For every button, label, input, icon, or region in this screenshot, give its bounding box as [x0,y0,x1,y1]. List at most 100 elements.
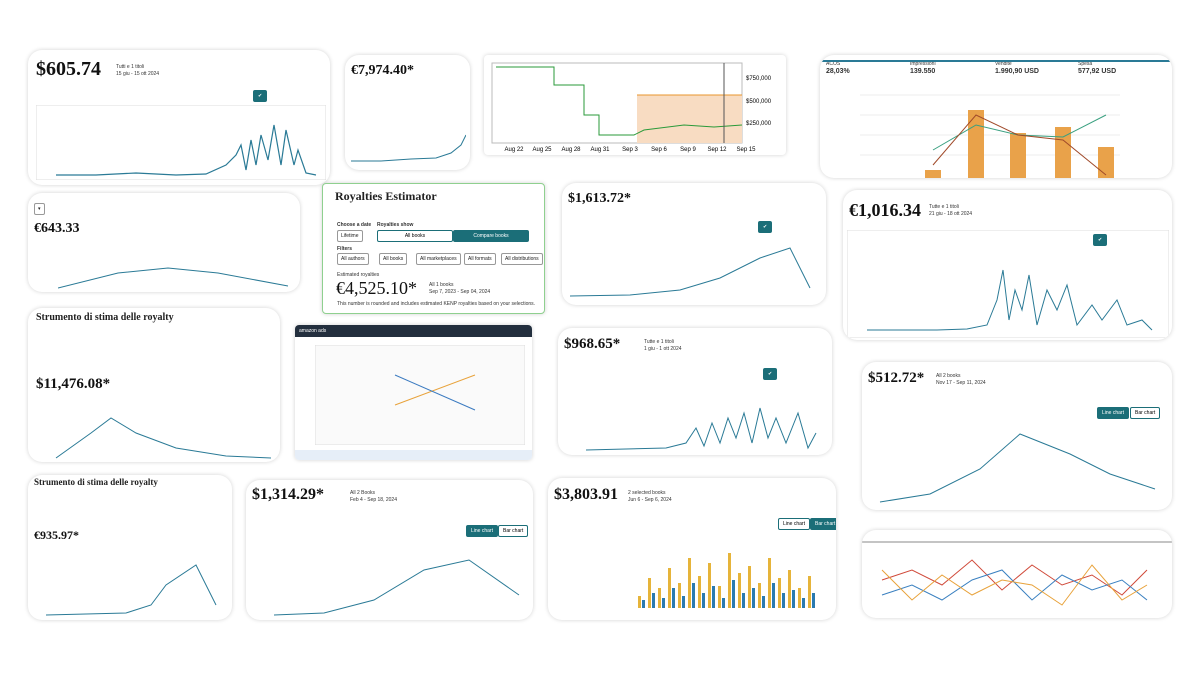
books: All 1 books [429,282,454,288]
tile: Aug 22 Aug 25 Aug 28 Aug 31 Sep 3 Sep 6 … [484,55,786,155]
x-label: Sep 3 [622,147,638,153]
books: All 2 books [936,373,961,379]
title: Strumento di stima delle royalty [36,312,174,323]
chart [55,417,272,459]
button[interactable]: ✔ [1093,234,1108,246]
chart [879,433,1156,503]
range: Sep 7, 2023 - Sep 04, 2024 [429,289,491,295]
range: 1 giu - 1 ott 2024 [644,346,682,352]
header [295,325,532,337]
toggle[interactable]: Compare books [453,230,529,242]
range: 21 giu - 18 ott 2024 [929,211,973,217]
label: Royalties show [377,222,414,228]
books: 2 selected books [628,490,666,496]
toggle[interactable]: Bar chart [1130,407,1161,419]
metric-name: ACOS [826,61,841,67]
x-label: Aug 22 [504,147,524,153]
tile: Strumento di stima delle royalty €935.97… [28,475,232,620]
value: $11,476.08* [36,376,111,392]
chart: Aug 22 Aug 25 Aug 28 Aug 31 Sep 3 Sep 6 … [491,62,772,153]
toggle[interactable]: Bar chart [810,518,836,530]
x-label: Sep 12 [707,147,727,153]
x-label: Sep 9 [680,147,696,153]
y-label: $500,000 [746,99,772,105]
button[interactable]: ✔ [763,368,778,380]
x-label: Aug 31 [590,147,610,153]
tile: $1,613.72* ✔ [562,183,826,305]
range: Nov 17 - Sep 11, 2024 [936,380,986,386]
tile: Royalties Estimator Choose a date Royalt… [322,183,545,314]
chart [273,559,520,616]
button[interactable]: ✔ [253,90,268,102]
value: $3,803.91 [554,486,618,503]
filter[interactable]: All authors [337,253,369,265]
value: $1,613.72* [568,191,631,206]
x-labels: Aug 22 Aug 25 Aug 28 Aug 31 Sep 3 Sep 6 … [504,147,756,153]
x-label: Aug 25 [532,147,552,153]
tile: $605.74 Tutti e 1 titoli 15 giu - 15 ott… [28,50,330,185]
tile: Strumento di stima delle royalty $11,476… [28,308,280,462]
chart [862,541,1172,606]
chart [847,230,1169,338]
tile: €7,974.40* [345,55,470,170]
chart [45,564,217,616]
filter[interactable]: All books [379,253,408,265]
y-label: $750,000 [746,76,772,82]
range: Feb 4 - Sep 18, 2024 [350,497,397,503]
title: Royalties Estimator [335,189,437,203]
metric-value: 139.550 [910,68,936,75]
chart [315,345,525,445]
value: €935.97* [34,528,79,542]
filter[interactable]: All formats [464,253,496,265]
range: Jun 6 - Sep 6, 2024 [628,497,672,503]
books: Tutte e 1 titoli [929,204,959,210]
metric-name: Impressioni [910,61,936,67]
toggle[interactable]: Bar chart [498,525,529,537]
label: Filters [337,246,353,252]
value: €643.33 [34,221,80,236]
chart [36,105,326,180]
tile [862,530,1172,618]
tile: €1,016.34 Tutte e 1 titoli 21 giu - 18 o… [843,190,1172,340]
toggle[interactable]: All books [377,230,453,242]
value: $968.65* [564,336,621,352]
button[interactable]: ✔ [758,221,773,233]
date-select[interactable]: Lifetime [337,230,363,242]
metric-value: 577,92 USD [1078,68,1117,75]
value: €4,525.10* [336,278,417,298]
value: $512.72* [868,370,925,386]
chart [638,553,815,608]
chart [820,60,1172,178]
label: Estimated royalties [337,272,380,278]
tile: $968.65* Tutte e 1 titoli 1 giu - 1 ott … [558,328,832,455]
filter[interactable]: All distributions [501,253,543,265]
tile: $512.72* All 2 books Nov 17 - Sep 11, 20… [862,362,1172,510]
logo: amazon ads [299,328,327,334]
chart [58,267,289,289]
tile: $3,803.91 2 selected books Jun 6 - Sep 6… [548,478,836,620]
toggle[interactable]: Line chart [1097,407,1129,419]
chart [351,134,466,162]
filter[interactable]: ▾ [34,203,45,215]
tile: $1,314.29* All 2 Books Feb 4 - Sep 18, 2… [246,480,533,620]
taskbar [295,450,532,460]
toggle[interactable]: Line chart [466,525,498,537]
title: Strumento di stima delle royalty [34,477,158,487]
books: Tutte e 1 titoli [644,339,674,345]
value: €7,974.40* [351,63,414,78]
books: All 2 Books [350,490,376,496]
tile: amazon ads [295,325,532,460]
metric-name: Vendite [995,61,1012,67]
value: $605.74 [36,58,101,80]
x-label: Sep 6 [651,147,667,153]
y-label: $250,000 [746,121,772,127]
tile: ▾ €643.33 [28,193,300,292]
toggle[interactable]: Line chart [778,518,810,530]
range: 15 giu - 15 ott 2024 [116,71,160,77]
note: This number is rounded and includes esti… [337,301,536,307]
value: $1,314.29* [252,486,324,503]
filter[interactable]: All marketplaces [416,253,461,265]
chart [570,247,811,297]
metric-value: 28,03% [826,68,850,75]
